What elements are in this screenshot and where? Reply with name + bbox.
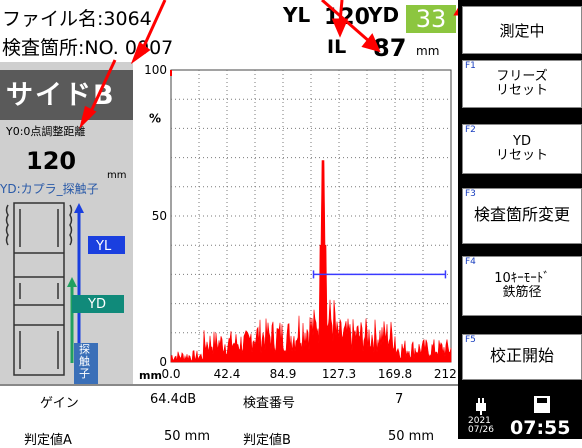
function-key-label: 検査箇所変更 <box>473 205 570 224</box>
gate-line <box>312 270 447 279</box>
function-key-number: F5 <box>465 335 476 345</box>
yl-label: YL <box>283 3 311 27</box>
chart-grid <box>170 69 452 363</box>
x-axis-unit: mm <box>139 369 162 382</box>
side-title: サイドB <box>6 80 116 111</box>
inspection-number-value: 7 <box>395 392 404 407</box>
function-key-f4[interactable]: F4 10ｷｰﾓｰﾄﾞ 鉄筋径 <box>462 256 582 316</box>
x-tick-label: 42.4 <box>214 367 241 381</box>
save-disk-icon <box>534 396 550 413</box>
x-tick-label: 212.2 <box>434 367 458 381</box>
x-tick-label: 84.9 <box>270 367 297 381</box>
yd-coupler-label: YD:カプラ_探触子 <box>0 182 99 196</box>
function-key-label: 10ｷｰﾓｰﾄﾞ 鉄筋径 <box>494 271 550 300</box>
inspection-location-value: 0007 <box>124 37 174 59</box>
yd-tag-bg <box>72 295 124 313</box>
clock-time: 07:55 <box>510 417 571 439</box>
y-axis-unit: % <box>149 112 161 126</box>
power-plug-icon <box>476 398 486 415</box>
y-tick-label: 50 <box>152 209 167 223</box>
chart-ticks: 100 50 0% 0.0 42.4 84.9 127.3 169.8 212.2 mm <box>139 63 458 382</box>
rebar-diagram <box>5 202 125 385</box>
x-tick-label: 127.3 <box>322 367 356 381</box>
function-key-number: F2 <box>465 125 476 135</box>
status-icons <box>476 396 550 415</box>
il-unit: mm <box>416 44 440 58</box>
function-key-f5[interactable]: F5 校正開始 <box>462 334 582 380</box>
function-key-f3[interactable]: F3 検査箇所変更 <box>462 188 582 244</box>
il-value: 87 <box>373 34 407 62</box>
y0-value: 120 <box>26 147 77 175</box>
status-table: ゲイン 64.4dB 検査番号 7 判定値A 50 mm 判定値B 50 mm <box>0 384 458 448</box>
gain-label: ゲイン <box>40 396 79 411</box>
signal-trace <box>170 160 452 363</box>
function-key-label: YD リセット <box>495 134 548 163</box>
side-title-box: サイドB <box>0 70 133 120</box>
function-key-number: F4 <box>465 257 476 267</box>
function-key-f1[interactable]: F1 フリーズ リセット <box>462 60 582 108</box>
y0-zero-adjust-label: Y0:0点調整距離 <box>6 125 86 138</box>
function-key-f2[interactable]: F2 YD リセット <box>462 124 582 174</box>
probe-tag: 探触子 <box>79 343 90 380</box>
file-name-label: ファイル名:3064 <box>2 8 152 30</box>
function-key-status[interactable]: 測定中 <box>462 6 582 54</box>
inspection-number-label: 検査番号 <box>243 396 296 411</box>
yl-tag: YL <box>96 239 112 254</box>
date: 2021 07/26 <box>468 417 494 435</box>
il-label: IL <box>327 36 347 58</box>
yd-label: YD <box>368 3 400 27</box>
y-tick-label: 0 <box>159 355 167 369</box>
function-key-label: フリーズ リセット <box>495 69 548 98</box>
date-month-day: 07/26 <box>468 425 494 435</box>
function-key-number: F1 <box>465 61 476 71</box>
probe-tag-bg <box>74 343 98 385</box>
inspection-location: 検査箇所:NO. 0007 <box>2 33 173 60</box>
threshold-b-value: 50 mm <box>388 429 435 444</box>
yd-value: 33 <box>406 5 456 33</box>
function-key-number: F3 <box>465 189 476 199</box>
threshold-a-value: 50 mm <box>164 429 211 444</box>
inspection-location-label: 検査箇所:NO. <box>2 37 119 59</box>
date-year: 2021 <box>468 416 491 426</box>
y0-unit: mm <box>107 170 127 181</box>
function-key-label: 測定中 <box>499 22 545 40</box>
x-tick-label: 169.8 <box>378 367 412 381</box>
x-tick-label: 0.0 <box>161 367 180 381</box>
yd-tag: YD <box>88 297 106 312</box>
signal-area <box>170 160 452 363</box>
function-key-label: 校正開始 <box>489 346 554 365</box>
gain-value: 64.4dB <box>150 392 197 407</box>
rebar-body <box>13 202 65 376</box>
waveform-chart: 100 50 0% 0.0 42.4 84.9 127.3 169.8 212.2 mm <box>133 62 458 384</box>
yl-value: 120 <box>324 5 370 30</box>
y-tick-label: 100 <box>144 63 167 77</box>
yl-tag-bg <box>88 236 125 254</box>
